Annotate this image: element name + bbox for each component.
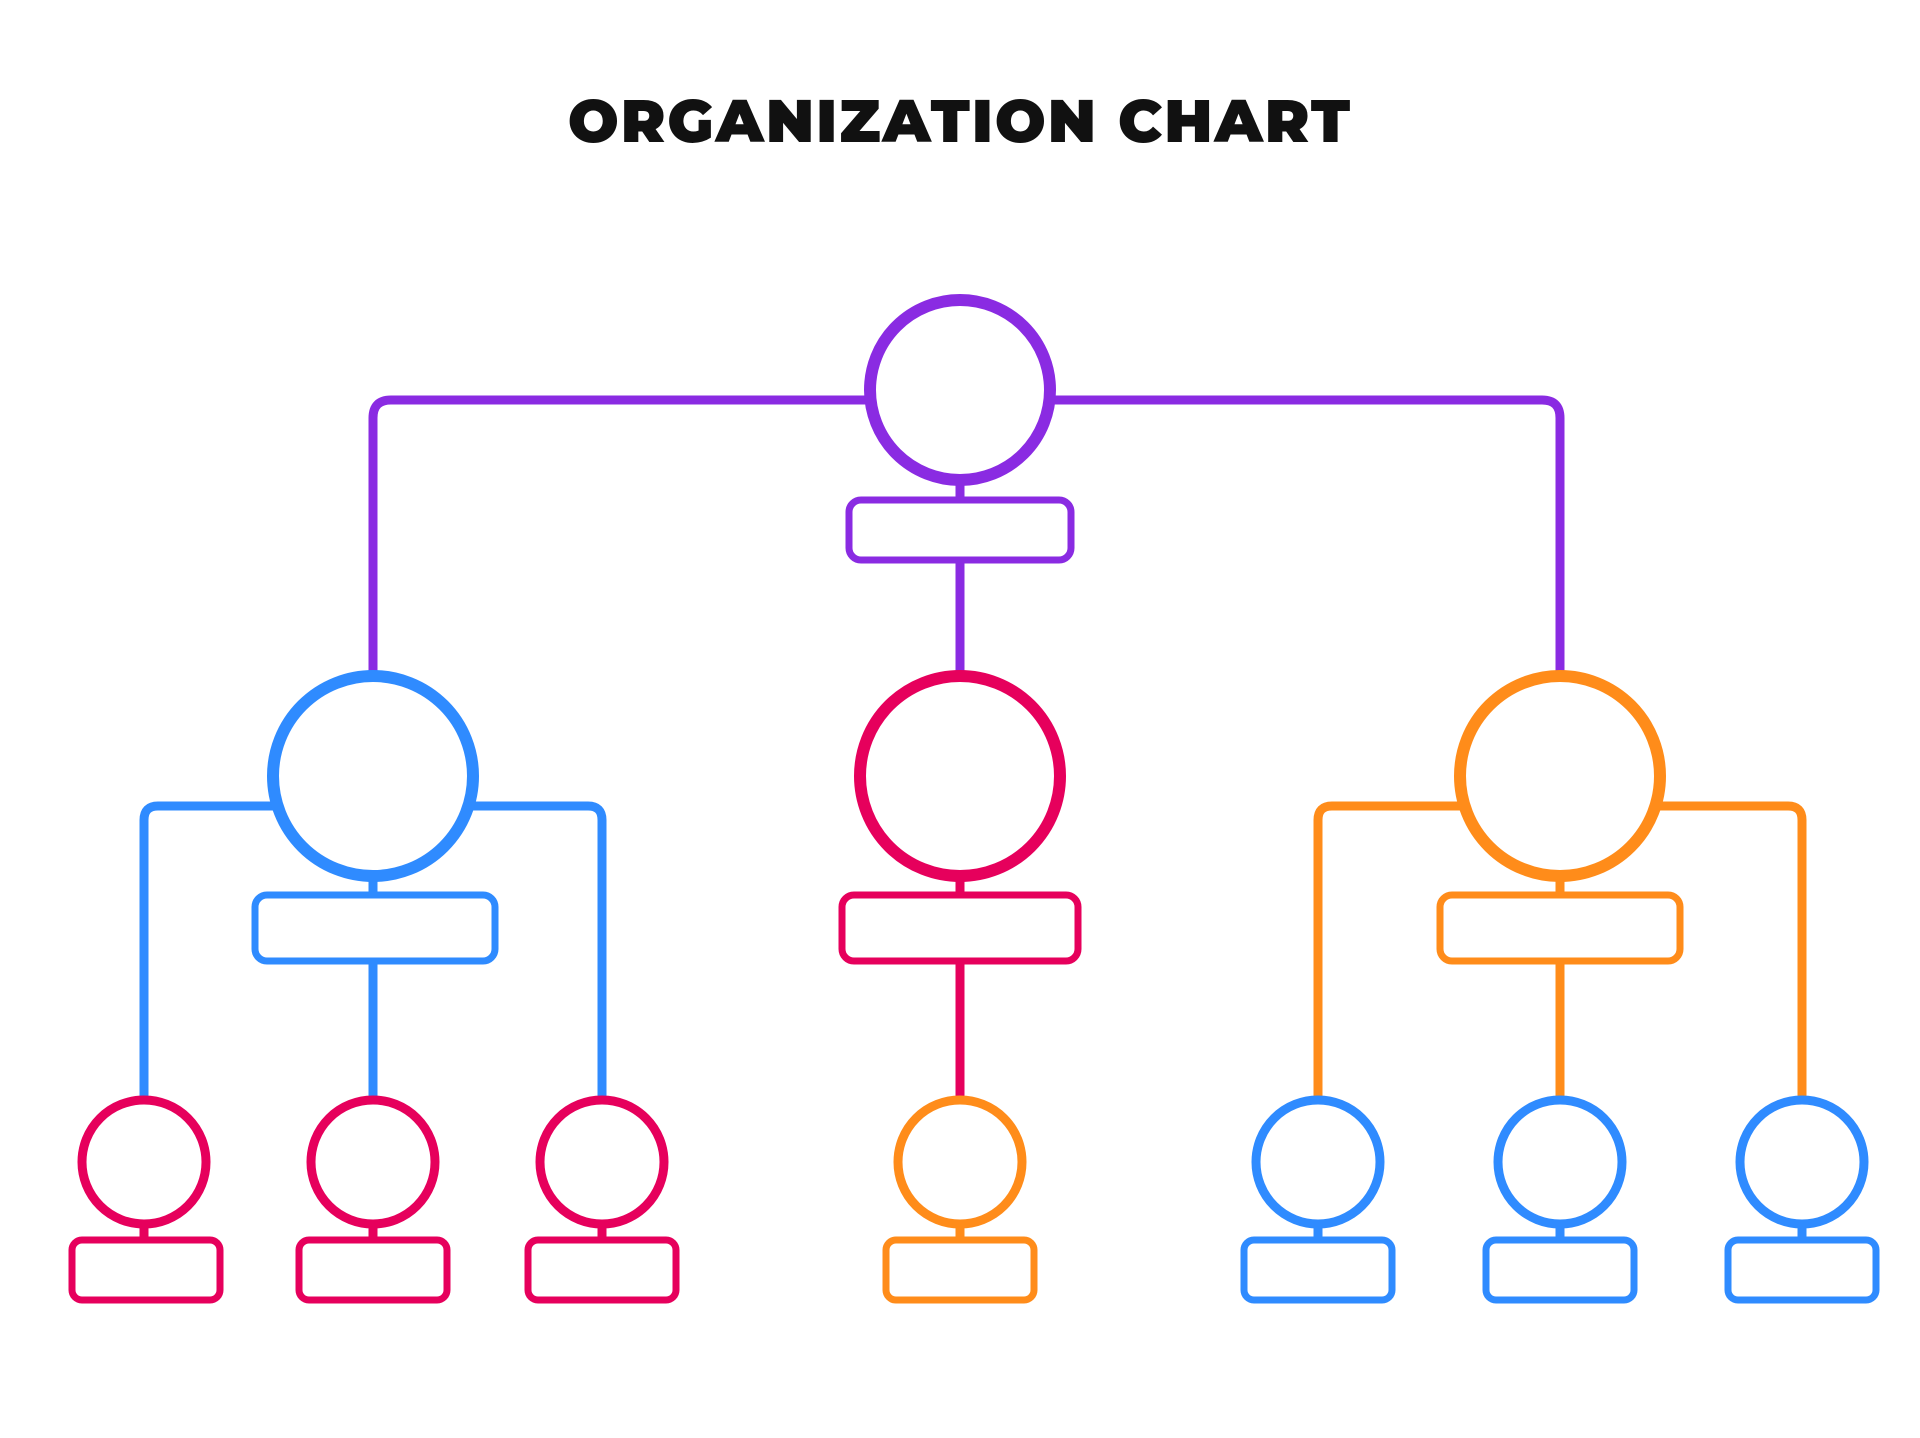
node-box-root [849, 500, 1071, 560]
node-box-l2 [299, 1240, 447, 1300]
connector [1050, 400, 1560, 676]
node-circle-r2 [1498, 1100, 1622, 1224]
node-circle-m-mid [860, 676, 1060, 876]
node-box-r2 [1486, 1240, 1634, 1300]
node-circle-m-right [1460, 676, 1660, 876]
node-box-m-mid [842, 895, 1078, 961]
node-box-r3 [1728, 1240, 1876, 1300]
node-circle-l2 [311, 1100, 435, 1224]
node-circle-l3 [540, 1100, 664, 1224]
node-box-r1 [1244, 1240, 1392, 1300]
connector [373, 400, 870, 676]
node-box-l3 [528, 1240, 676, 1300]
node-circle-m-left [273, 676, 473, 876]
node-circle-c1 [898, 1100, 1022, 1224]
org-chart-svg [0, 0, 1920, 1438]
node-box-m-left [255, 895, 495, 961]
node-circle-root [870, 300, 1050, 480]
org-chart-stage: ORGANIZATION CHART [0, 0, 1920, 1438]
node-circle-r3 [1740, 1100, 1864, 1224]
node-circle-r1 [1256, 1100, 1380, 1224]
node-circle-l1 [82, 1100, 206, 1224]
node-box-c1 [886, 1240, 1034, 1300]
node-box-m-right [1440, 895, 1680, 961]
node-box-l1 [72, 1240, 220, 1300]
